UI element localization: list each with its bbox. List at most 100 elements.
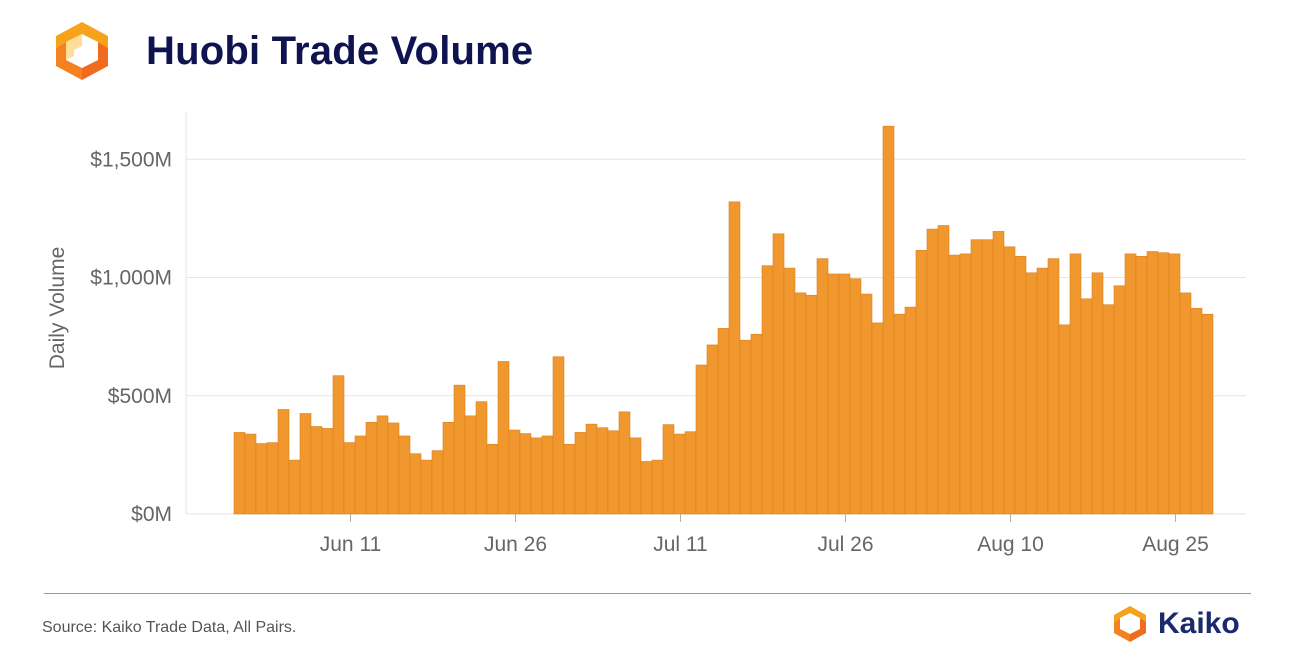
bar: [915, 250, 928, 515]
bar: [475, 401, 488, 515]
source-note: Source: Kaiko Trade Data, All Pairs.: [42, 619, 297, 636]
bar: [1146, 251, 1159, 515]
bar: [420, 459, 433, 515]
bar: [673, 433, 686, 515]
bar: [277, 409, 290, 515]
bar: [1179, 292, 1192, 515]
x-tick-label: Jun 11: [320, 533, 382, 556]
x-axis-ticks: Jun 11 Jun 26 Jul 11 Jul 26 Aug 10 Aug 25: [320, 514, 1209, 556]
bar: [266, 442, 279, 515]
bar: [662, 424, 675, 515]
bar: [332, 375, 345, 515]
bar: [651, 459, 664, 515]
bar: [431, 450, 444, 515]
brand-name: Kaiko: [1158, 607, 1240, 640]
bar: [761, 265, 774, 515]
bar: [244, 433, 257, 515]
bar: [772, 233, 785, 515]
bar: [596, 427, 609, 515]
y-tick-label: $500M: [108, 385, 172, 408]
bar: [233, 432, 246, 515]
bar: [1069, 253, 1082, 515]
bar: [585, 423, 598, 515]
footer-divider: [44, 593, 1251, 594]
bar: [728, 201, 741, 515]
bar: [508, 429, 521, 515]
bar: [871, 322, 884, 515]
y-tick-label: $1,000M: [90, 267, 172, 290]
bar: [739, 339, 752, 515]
kaiko-orange-bracket-icon: [1114, 606, 1146, 642]
bar: [1135, 255, 1148, 515]
bar: [640, 461, 653, 515]
bar: [530, 437, 543, 515]
bar: [497, 361, 510, 515]
bar: [805, 294, 818, 515]
bar: [354, 435, 367, 515]
bar: [376, 415, 389, 515]
bar: [453, 384, 466, 515]
bar: [1091, 272, 1104, 515]
bar: [1168, 253, 1181, 515]
bar: [321, 428, 334, 515]
y-axis-label: Daily Volume: [46, 247, 69, 370]
bar: [1201, 313, 1214, 515]
bar: [464, 415, 477, 515]
kaiko-brand: Kaiko: [1110, 604, 1240, 644]
bar: [860, 293, 873, 515]
x-tick-label: Jul 26: [817, 533, 873, 556]
bar: [849, 278, 862, 515]
huobi-orange-bracket-icon: [56, 22, 108, 80]
bar: [959, 253, 972, 515]
bar: [387, 422, 400, 515]
bar: [1025, 272, 1038, 515]
x-tick-label: Aug 10: [977, 533, 1044, 556]
bar: [343, 442, 356, 515]
bar: [882, 125, 895, 515]
bar: [904, 306, 917, 515]
bar-chart: $0M $500M $1,000M $1,500M Jun 11 Jun 26 Jul 1…: [46, 112, 1246, 556]
bar: [717, 328, 730, 515]
bar: [1047, 258, 1060, 515]
bar: [684, 431, 697, 515]
x-tick-label: Aug 25: [1142, 533, 1209, 556]
bar: [992, 231, 1005, 515]
bar: [398, 435, 411, 515]
bar: [1036, 267, 1049, 515]
bar: [706, 344, 719, 515]
bar: [299, 413, 312, 515]
bar: [1190, 307, 1203, 515]
bar: [893, 313, 906, 515]
bar: [1113, 285, 1126, 515]
bar: [827, 273, 840, 515]
bar: [838, 273, 851, 515]
bar: [794, 292, 807, 515]
bar: [970, 239, 983, 515]
bar: [618, 411, 631, 515]
bar: [519, 433, 532, 515]
bar: [1080, 298, 1093, 515]
bar: [816, 258, 829, 515]
bar: [255, 443, 268, 515]
bar: [1014, 255, 1027, 515]
chart-title: Huobi Trade Volume: [146, 28, 534, 73]
bar: [981, 239, 994, 515]
bar: [695, 364, 708, 515]
bar: [937, 225, 950, 515]
bar: [486, 443, 499, 515]
bar: [442, 421, 455, 515]
bar: [750, 333, 763, 515]
x-tick-label: Jul 11: [653, 533, 707, 556]
bar: [288, 459, 301, 515]
bar: [1157, 252, 1170, 515]
bar: [552, 356, 565, 515]
bar: [541, 435, 554, 515]
bar: [1003, 246, 1016, 515]
bar: [926, 228, 939, 515]
bar: [783, 267, 796, 515]
x-tick-label: Jun 26: [484, 533, 547, 556]
bar: [1124, 253, 1137, 515]
bar: [365, 421, 378, 515]
chart-header: Huobi Trade Volume: [48, 18, 533, 84]
y-tick-label: $1,500M: [90, 148, 172, 171]
